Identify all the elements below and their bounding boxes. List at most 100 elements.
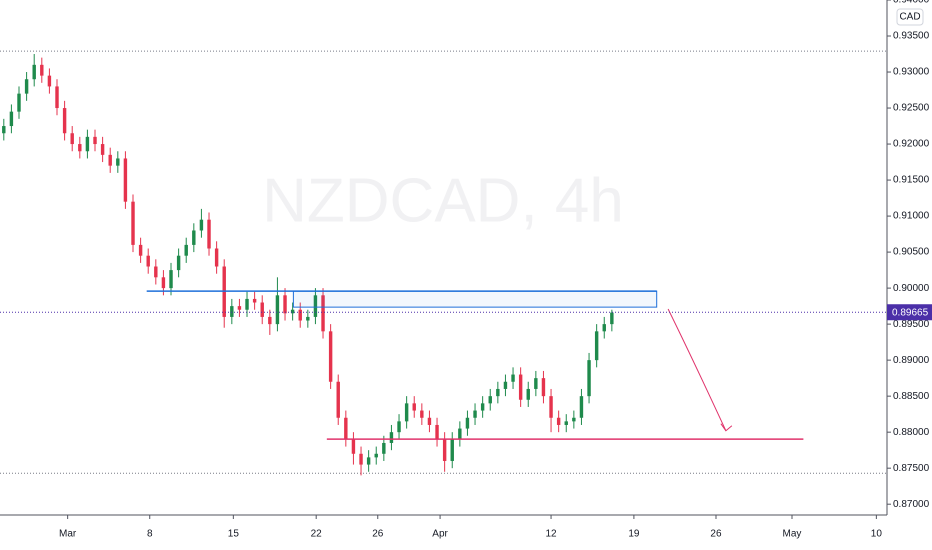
y-tick-label: 0.92000: [893, 139, 930, 150]
candle-body: [2, 126, 6, 134]
candle-body: [336, 381, 340, 418]
y-tick-label: 0.89500: [893, 319, 930, 330]
candle-body: [564, 421, 568, 425]
candle-body: [351, 439, 356, 454]
candle-body: [275, 295, 280, 325]
x-tick-label: 19: [628, 529, 640, 540]
candle-body: [556, 417, 561, 425]
candle-body: [313, 295, 318, 317]
candle-body: [496, 388, 500, 397]
candle-body: [321, 295, 325, 332]
arrow-head: [720, 423, 733, 432]
y-tick-label: 0.87000: [893, 499, 930, 510]
candle-body: [594, 331, 599, 361]
candle-body: [298, 309, 302, 321]
x-tick-label: 10: [871, 529, 883, 540]
candle-body: [70, 133, 74, 145]
candle-body: [154, 266, 158, 278]
candle-body: [199, 219, 204, 231]
candle-body: [344, 417, 348, 440]
y-tick-label: 0.94000: [893, 0, 930, 6]
x-tick-label: 15: [228, 529, 240, 540]
candle-body: [161, 277, 166, 289]
candle-body: [541, 378, 546, 397]
watermark: NZDCAD, 4h: [262, 166, 624, 235]
candle-body: [572, 417, 576, 422]
candle-body: [283, 295, 287, 314]
candle-body: [108, 154, 112, 166]
candle-body: [138, 244, 143, 256]
y-tick-label: 0.88500: [893, 391, 930, 402]
candle-body: [526, 388, 530, 400]
candle-body: [237, 306, 242, 310]
candle-body: [131, 201, 135, 245]
candle-body: [420, 410, 424, 418]
candle-body: [587, 360, 591, 397]
y-tick-label: 0.91000: [893, 211, 930, 222]
x-tick-label: 12: [545, 529, 557, 540]
x-tick-label: 22: [311, 529, 323, 540]
candle-body: [214, 248, 219, 267]
currency-label: CAD: [899, 12, 920, 23]
candle-body: [123, 158, 128, 202]
candle-body: [184, 244, 188, 256]
y-tick-label: 0.93000: [893, 67, 930, 78]
x-tick-label: 8: [147, 529, 153, 540]
y-tick-label: 0.90000: [893, 283, 930, 294]
candle-body: [85, 136, 90, 152]
candle-body: [579, 396, 584, 418]
y-tick-label: 0.89000: [893, 355, 930, 366]
candle-body: [207, 219, 211, 249]
candle-body: [382, 442, 386, 454]
currency-box: [896, 8, 924, 26]
candle-body: [24, 79, 29, 94]
candle-body: [473, 410, 477, 418]
candle-body: [17, 93, 21, 112]
candle-body: [518, 374, 523, 400]
x-tick-label: Mar: [59, 529, 77, 540]
candle-body: [176, 255, 181, 271]
candle-body: [488, 396, 492, 404]
candle-body: [146, 255, 150, 267]
y-tick-label: 0.92500: [893, 103, 930, 114]
x-tick-label: 26: [710, 529, 722, 540]
candle-body: [9, 111, 14, 127]
candle-body: [306, 316, 310, 321]
candle-body: [480, 403, 485, 411]
x-tick-label: May: [783, 529, 802, 540]
candle-body: [610, 312, 614, 325]
candle-body: [55, 86, 59, 109]
candle-body: [435, 424, 439, 440]
candle-body: [245, 298, 249, 310]
candle-body: [602, 324, 606, 332]
candle-body: [389, 432, 394, 443]
candle-body: [192, 230, 196, 245]
y-tick-label: 0.93500: [893, 31, 930, 42]
candle-body: [374, 453, 378, 458]
candle-body: [534, 378, 538, 389]
candle-body: [230, 306, 234, 317]
candle-body: [260, 302, 264, 317]
candle-body: [427, 417, 432, 425]
last-price-tag: [887, 304, 932, 321]
candle-body: [442, 439, 447, 461]
y-tick-label: 0.91500: [893, 175, 930, 186]
y-tick-label: 0.90500: [893, 247, 930, 258]
candle-body: [40, 64, 44, 76]
candle-body: [503, 381, 508, 389]
candle-body: [450, 439, 454, 461]
x-tick-label: Apr: [432, 529, 448, 540]
last-price-label: 0.89665: [892, 307, 929, 318]
resistance-zone: [292, 290, 658, 308]
candle-body: [290, 309, 295, 314]
y-tick-label: 0.87500: [893, 463, 930, 474]
candle-body: [404, 403, 409, 422]
candle-body: [397, 421, 401, 433]
candle-body: [511, 374, 515, 382]
candle-body: [93, 136, 97, 145]
candle-body: [465, 417, 470, 429]
candle-body: [100, 144, 105, 155]
candle-body: [169, 270, 173, 289]
candle-body: [62, 108, 67, 134]
